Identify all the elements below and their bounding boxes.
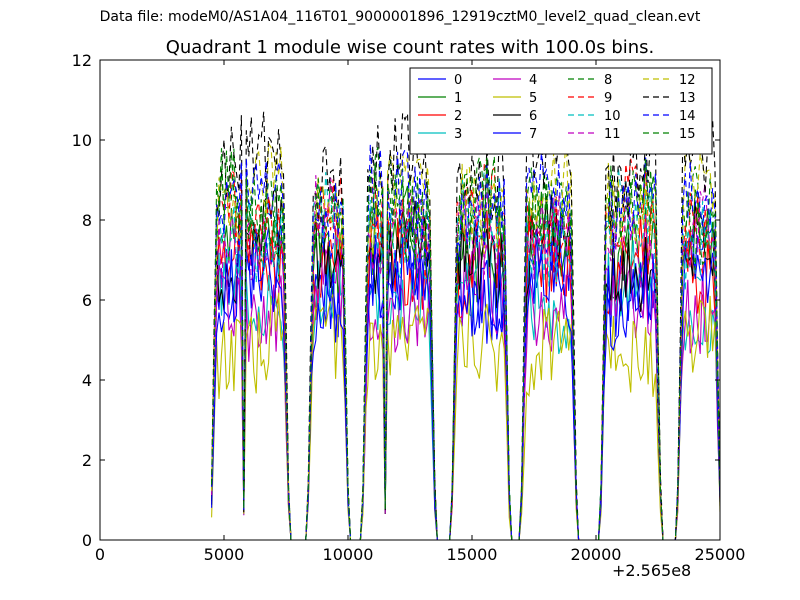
series-line-6 xyxy=(211,188,720,540)
series-lines xyxy=(211,107,720,540)
x-axis-offset-label: +2.565e8 xyxy=(612,561,692,580)
legend-label-13: 13 xyxy=(679,91,696,106)
y-tick-label: 8 xyxy=(82,211,92,230)
chart-title: Quadrant 1 module wise count rates with … xyxy=(165,37,655,58)
y-tick-label: 10 xyxy=(72,131,92,150)
legend-label-6: 6 xyxy=(529,109,537,124)
y-tick-label: 6 xyxy=(82,291,92,310)
legend-label-15: 15 xyxy=(679,127,696,142)
series-line-4 xyxy=(211,241,720,540)
data-file-title: Data file: modeM0/AS1A04_116T01_90000018… xyxy=(99,9,701,25)
series-line-7 xyxy=(211,229,720,540)
x-tick-label: 25000 xyxy=(695,545,746,564)
legend-box xyxy=(409,67,713,155)
legend-label-2: 2 xyxy=(454,109,462,124)
x-tick-label: 15000 xyxy=(447,545,498,564)
x-tick-label: 5000 xyxy=(204,545,245,564)
series-line-15 xyxy=(211,148,720,540)
legend-label-8: 8 xyxy=(604,73,612,88)
legend-label-11: 11 xyxy=(604,127,621,142)
y-tick-label: 0 xyxy=(82,531,92,550)
y-tick-label: 2 xyxy=(82,451,92,470)
y-tick-label: 12 xyxy=(72,51,92,70)
x-tick-label: 10000 xyxy=(323,545,374,564)
legend-label-14: 14 xyxy=(679,109,696,124)
legend-label-4: 4 xyxy=(529,73,537,88)
legend-label-0: 0 xyxy=(454,73,462,88)
legend-label-5: 5 xyxy=(529,91,537,106)
legend-label-12: 12 xyxy=(679,73,696,88)
legend-label-3: 3 xyxy=(454,127,462,142)
y-tick-label: 4 xyxy=(82,371,92,390)
series-line-5 xyxy=(211,292,720,540)
legend-label-9: 9 xyxy=(604,91,612,106)
legend-label-10: 10 xyxy=(604,109,621,124)
legend-label-1: 1 xyxy=(454,91,462,106)
legend-label-7: 7 xyxy=(529,127,537,142)
series-line-12 xyxy=(211,139,720,540)
x-tick-label: 20000 xyxy=(571,545,622,564)
x-tick-label: 0 xyxy=(95,545,105,564)
